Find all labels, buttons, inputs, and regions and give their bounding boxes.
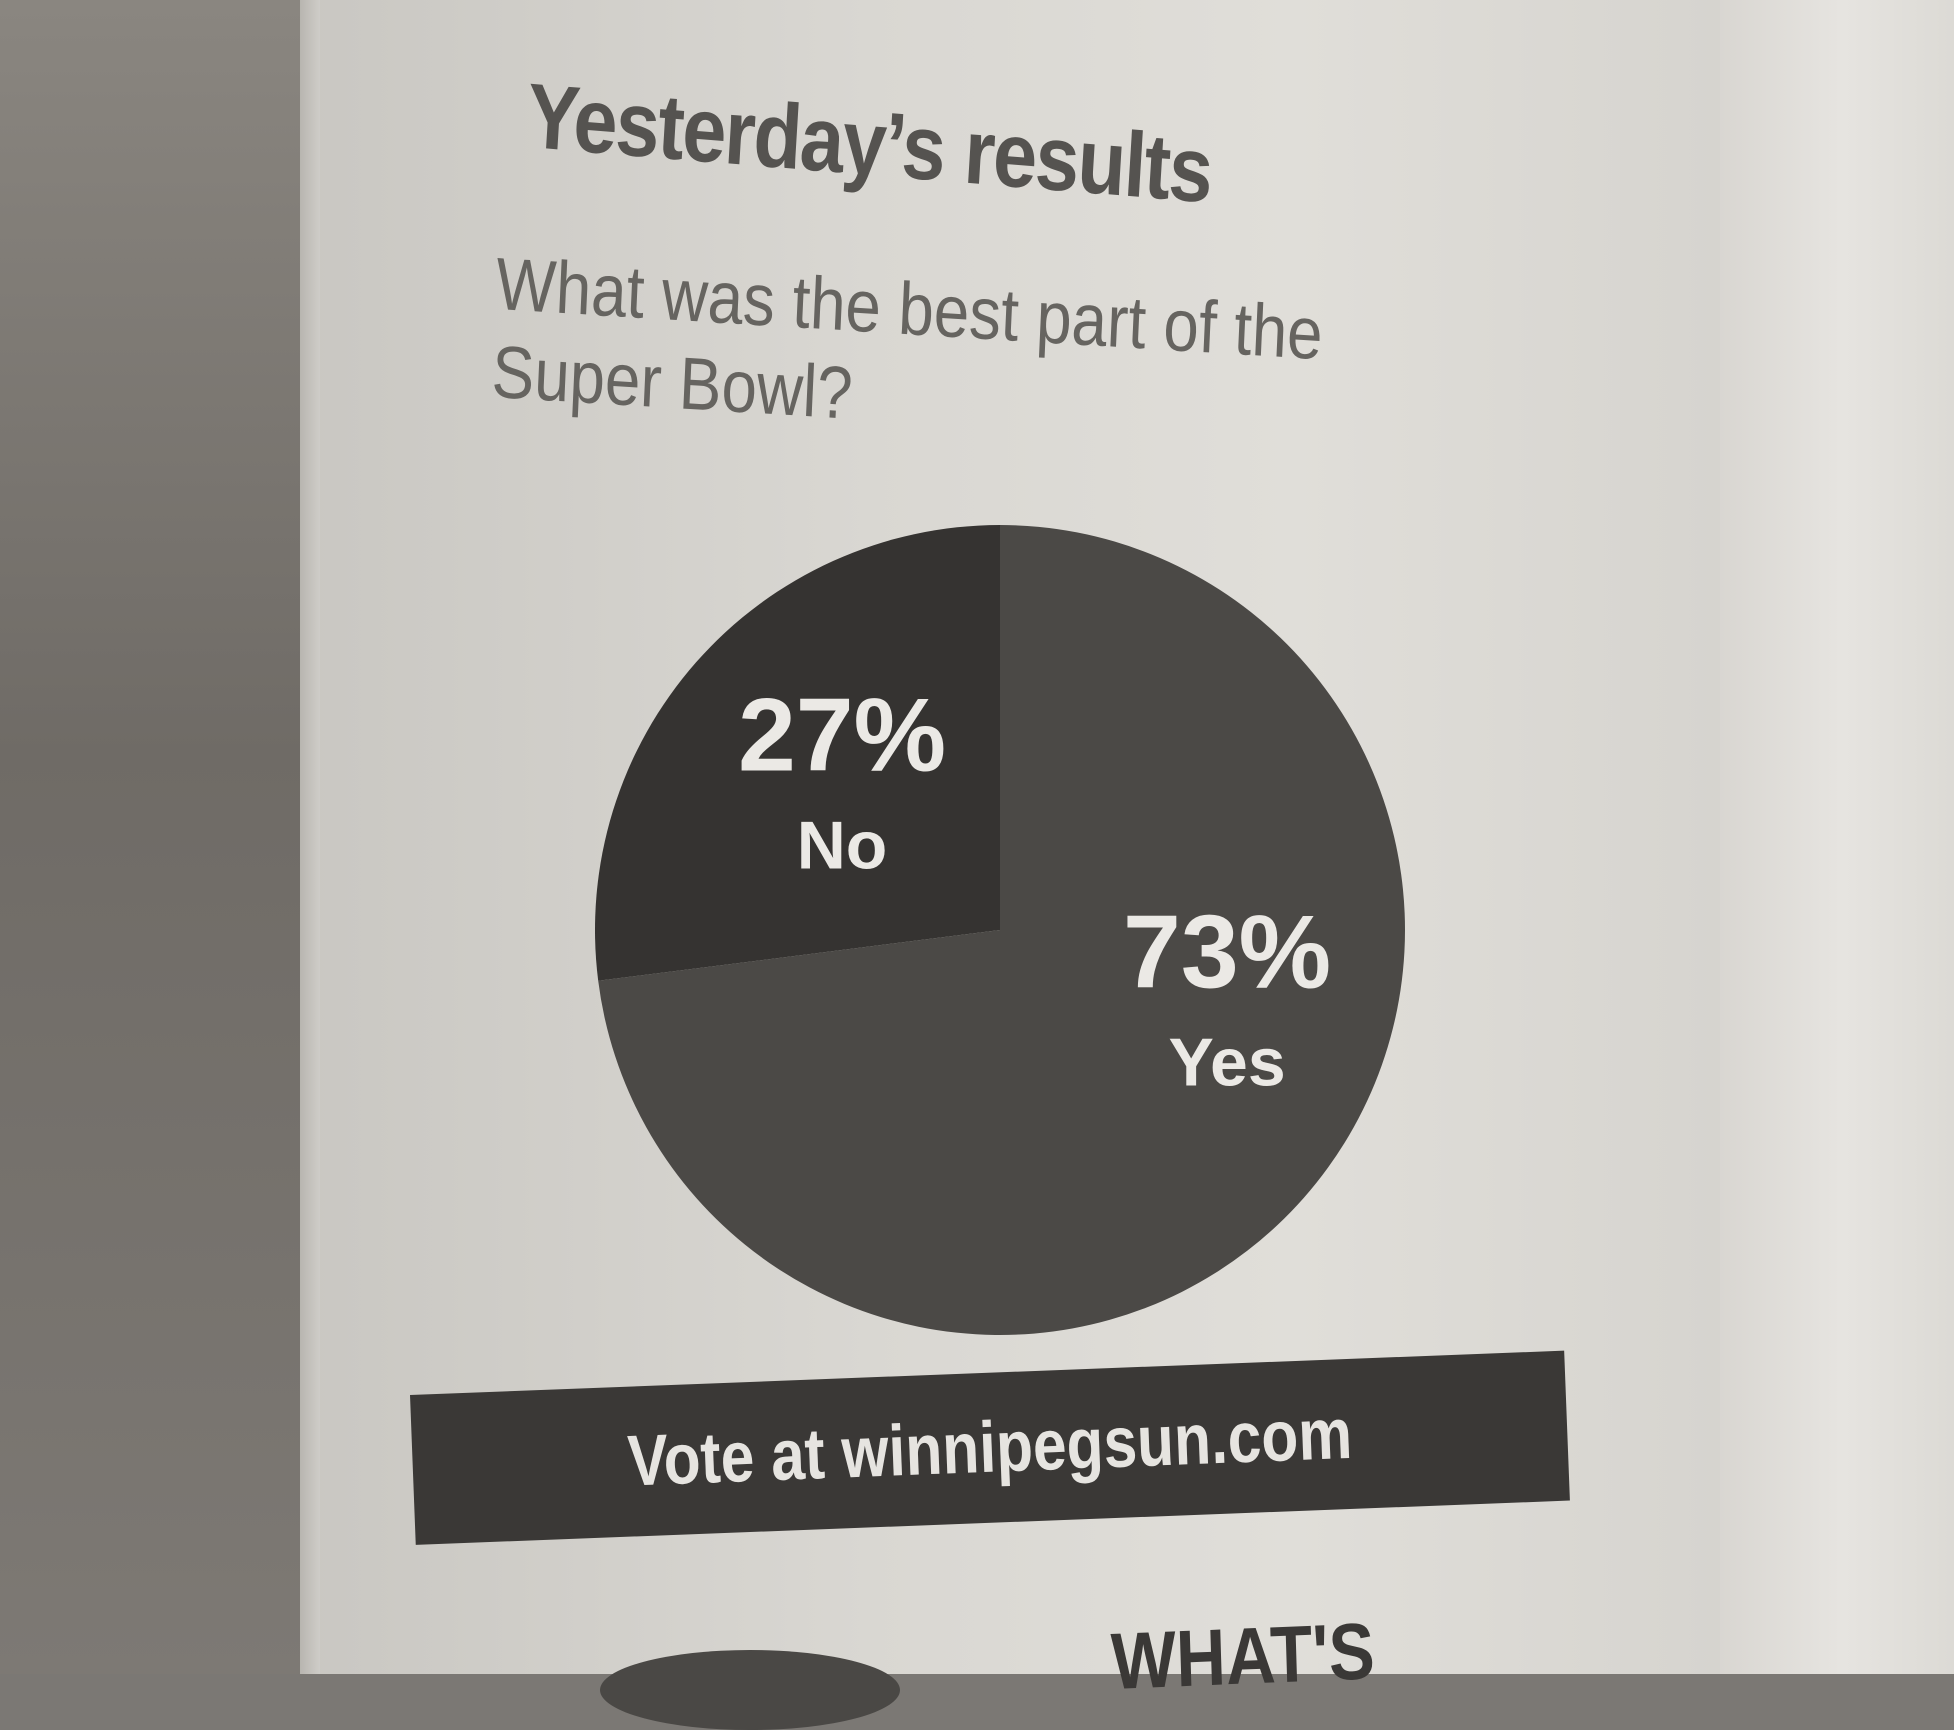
pie-slice-yes [598, 525, 1405, 1335]
pie-chart: 27% No 73% Yes [595, 525, 1405, 1335]
table-background-right [1674, 0, 1954, 1674]
pie-labels: 27% No 73% Yes [738, 678, 1331, 1101]
next-section-graphic [600, 1650, 900, 1730]
vote-link-text[interactable]: Vote at winnipegsun.com [626, 1393, 1354, 1502]
pie-category-label-yes: Yes [1168, 1024, 1285, 1100]
newspaper-edge [300, 0, 320, 1674]
next-section-heading: WHAT'S [1109, 1606, 1376, 1706]
pie-category-label-no: No [797, 808, 888, 884]
table-background-left [0, 0, 320, 1674]
pie-value-label-no: 27% [738, 678, 946, 794]
pie-slices [595, 525, 1405, 1335]
pie-slice-no [595, 525, 1000, 981]
pie-value-label-yes: 73% [1123, 894, 1331, 1010]
